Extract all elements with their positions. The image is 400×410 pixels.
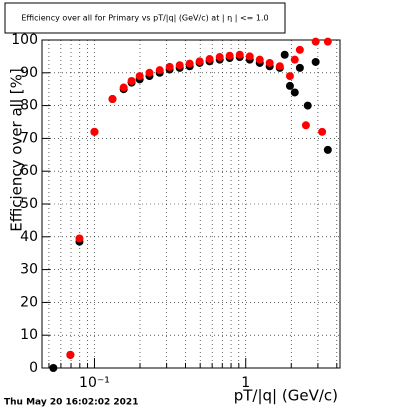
point: [255, 55, 264, 64]
point: [175, 61, 184, 70]
point: [127, 77, 136, 85]
point: [135, 72, 144, 81]
y-tick-label: 0: [29, 360, 38, 376]
point: [66, 350, 75, 359]
point: [301, 121, 310, 130]
point: [311, 37, 320, 46]
y-tick-label: 50: [20, 196, 38, 212]
point: [155, 66, 164, 75]
point: [311, 57, 320, 66]
y-tick-label: 10: [20, 327, 38, 343]
point: [108, 95, 117, 104]
y-tick-label: 70: [20, 130, 38, 146]
x-tick-label: 1: [241, 375, 250, 391]
point: [90, 127, 99, 136]
footer: Thu May 20 16:02:02 2021: [4, 398, 138, 408]
point: [49, 364, 58, 372]
point: [285, 81, 294, 90]
y-tick-label: 90: [20, 65, 38, 81]
point: [275, 62, 284, 71]
point: [318, 127, 327, 136]
point: [323, 145, 332, 154]
y-tick-label: 20: [20, 294, 38, 310]
y-tick-label: 100: [11, 32, 38, 48]
point: [205, 55, 214, 64]
point: [290, 55, 299, 64]
y-axis-label: Efficiency over all [%]: [8, 68, 26, 232]
point: [145, 68, 154, 77]
x-axis-label: pT/|q| (GeV/c): [234, 387, 338, 405]
point: [285, 72, 294, 81]
y-tick-label: 30: [20, 262, 38, 278]
point: [225, 51, 234, 60]
y-tick-label: 40: [20, 229, 38, 245]
point: [245, 52, 254, 61]
y-tick-label: 60: [20, 163, 38, 179]
point: [265, 58, 274, 67]
x-tick-label: 10⁻¹: [79, 375, 110, 391]
title-box: [4, 2, 286, 34]
point: [195, 57, 204, 66]
point: [165, 62, 174, 71]
point: [323, 37, 332, 46]
point: [295, 45, 304, 54]
point: [185, 59, 194, 68]
point: [290, 88, 299, 97]
point: [303, 101, 312, 110]
point: [119, 83, 128, 92]
point: [215, 53, 224, 62]
point: [280, 50, 289, 59]
point: [75, 234, 84, 243]
point: [235, 50, 244, 59]
y-tick-label: 80: [20, 98, 38, 114]
point: [295, 63, 304, 72]
chart-title: Efficiency over all for Primary vs pT/|q…: [21, 14, 268, 23]
